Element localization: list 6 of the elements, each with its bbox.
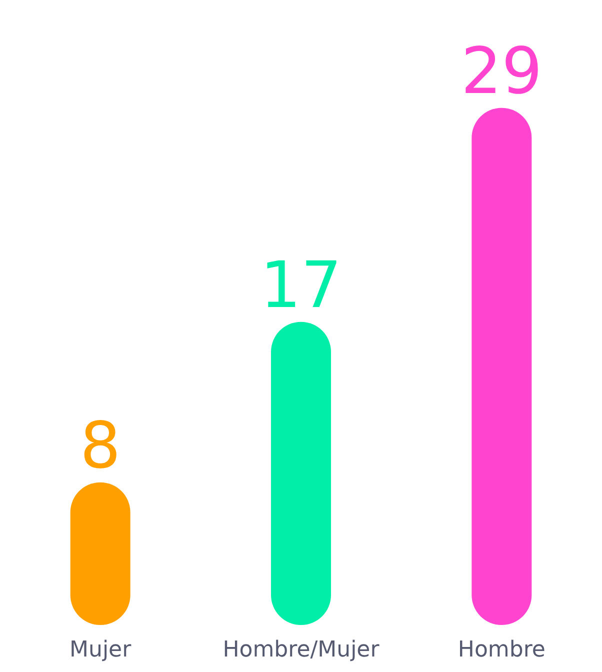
x-tick-label: Hombre <box>458 638 546 662</box>
data-label: 8 <box>80 409 121 484</box>
x-tick-label: Hombre/Mujer <box>222 638 380 662</box>
data-label: 29 <box>460 34 542 109</box>
x-tick-label: Mujer <box>70 638 132 662</box>
data-label: 17 <box>260 248 342 323</box>
